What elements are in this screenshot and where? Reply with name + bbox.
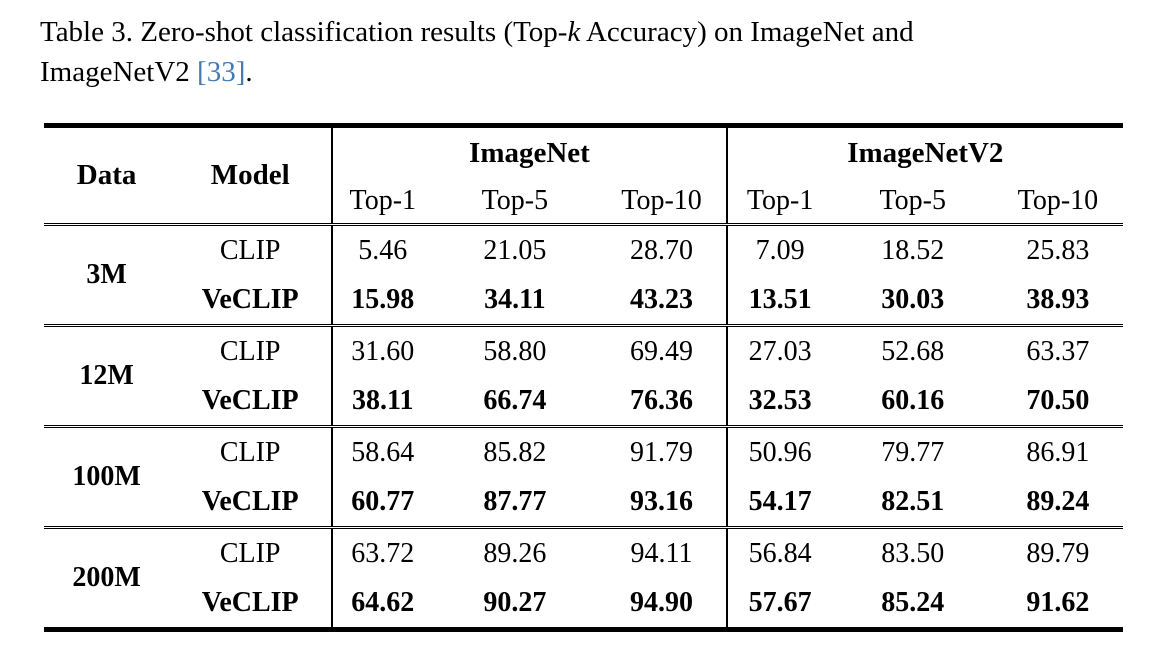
caption-text-3: ImageNetV2	[40, 56, 198, 88]
metric-value: 5.46	[358, 234, 408, 266]
metric-value: 27.03	[748, 335, 812, 367]
topk-column-header: Top-10	[992, 178, 1123, 226]
metric-value: 25.83	[1026, 234, 1090, 266]
metric-value: 89.26	[483, 537, 547, 569]
metric-value: 34.11	[484, 283, 546, 315]
metric-value: 15.98	[351, 283, 415, 315]
caption-text-2: Accuracy) on ImageNet and	[580, 16, 914, 48]
metric-value: 91.79	[597, 426, 728, 477]
metric-value: 58.64	[351, 436, 415, 468]
model-name: VeCLIP	[169, 275, 334, 326]
dataset-group-header-imagenetv2: ImageNetV2	[847, 136, 1004, 169]
row-group-200m: 200M CLIP 63.72 89.26 94.11 56.84 83.50 …	[44, 527, 1123, 630]
metric-value: 83.50	[881, 537, 945, 569]
caption-math-k: k	[567, 16, 581, 48]
metric-value: 54.17	[748, 485, 812, 517]
metric-value: 91.62	[1026, 586, 1090, 618]
topk-column-header: Top-1	[726, 178, 833, 226]
table-header: Data Model ImageNet ImageNetV2 Top-1 Top…	[44, 125, 1123, 226]
topk-column-header: Top-1	[332, 178, 433, 226]
metric-value: 85.24	[881, 586, 945, 618]
metric-value: 38.93	[1026, 283, 1090, 315]
metric-value: 43.23	[597, 275, 728, 326]
data-size-label: 200M	[72, 562, 141, 593]
metric-value: 64.62	[351, 586, 415, 618]
row-group-100m: 100M CLIP 58.64 85.82 91.79 50.96 79.77 …	[44, 426, 1123, 528]
metric-value: 70.50	[1026, 384, 1090, 416]
column-header-model: Model	[169, 125, 334, 226]
metric-value: 69.49	[597, 325, 728, 376]
model-name: CLIP	[169, 527, 334, 578]
metric-value: 31.60	[351, 335, 415, 367]
metric-value: 89.79	[1026, 537, 1090, 569]
topk-column-header: Top-10	[597, 178, 728, 226]
metric-value: 38.11	[352, 384, 414, 416]
model-name: CLIP	[169, 426, 334, 477]
results-table: Data Model ImageNet ImageNetV2 Top-1 Top…	[44, 123, 1123, 632]
metric-value: 85.82	[483, 436, 547, 468]
metric-value: 58.80	[483, 335, 547, 367]
table-row: VeCLIP 38.11 66.74 76.36 32.53 60.16 70.…	[44, 376, 1123, 427]
metric-value: 89.24	[1026, 485, 1090, 517]
table-row: VeCLIP 60.77 87.77 93.16 54.17 82.51 89.…	[44, 477, 1123, 528]
table-row: 12M CLIP 31.60 58.80 69.49 27.03 52.68 6…	[44, 325, 1123, 391]
data-size-label: 12M	[79, 360, 134, 391]
metric-value: 63.72	[351, 537, 415, 569]
metric-value: 94.11	[597, 527, 728, 578]
row-group-12m: 12M CLIP 31.60 58.80 69.49 27.03 52.68 6…	[44, 325, 1123, 427]
metric-value: 57.67	[748, 586, 812, 618]
metric-value: 76.36	[597, 376, 728, 427]
metric-value: 90.27	[483, 586, 547, 618]
metric-value: 30.03	[881, 283, 945, 315]
table-row: 200M CLIP 63.72 89.26 94.11 56.84 83.50 …	[44, 527, 1123, 593]
metric-value: 82.51	[881, 485, 945, 517]
caption-text-1: Table 3. Zero-shot classification result…	[40, 16, 568, 48]
model-name: CLIP	[169, 325, 334, 376]
model-name: VeCLIP	[169, 578, 334, 630]
caption-period: .	[245, 56, 253, 88]
topk-column-header: Top-5	[432, 178, 598, 226]
table-caption: Table 3. Zero-shot classification result…	[40, 12, 1134, 92]
metric-value: 79.77	[881, 436, 945, 468]
metric-value: 94.90	[597, 578, 728, 630]
data-size-label: 100M	[72, 461, 141, 492]
table-row: 3M CLIP 5.46 21.05 28.70 7.09 18.52 25.8…	[44, 224, 1123, 290]
metric-value: 52.68	[881, 335, 945, 367]
metric-value: 87.77	[483, 485, 547, 517]
column-header-data: Data	[44, 125, 170, 226]
table-row: VeCLIP 64.62 90.27 94.90 57.67 85.24 91.…	[44, 578, 1123, 630]
model-name: VeCLIP	[169, 376, 334, 427]
metric-value: 93.16	[597, 477, 728, 528]
metric-value: 56.84	[748, 537, 812, 569]
dataset-group-header-imagenet: ImageNet	[332, 125, 728, 178]
metric-value: 18.52	[881, 234, 945, 266]
metric-value: 86.91	[1026, 436, 1090, 468]
table-header-row-topk: Top-1 Top-5 Top-10 Top-1 Top-5 Top-10	[44, 178, 1123, 226]
table-header-row-groups: Data Model ImageNet ImageNetV2	[44, 125, 1123, 226]
metric-value: 21.05	[483, 234, 547, 266]
model-name: CLIP	[169, 224, 334, 275]
metric-value: 7.09	[755, 234, 805, 266]
metric-value: 63.37	[1026, 335, 1090, 367]
metric-value: 32.53	[748, 384, 812, 416]
row-group-3m: 3M CLIP 5.46 21.05 28.70 7.09 18.52 25.8…	[44, 224, 1123, 326]
data-size-label: 3M	[86, 259, 127, 290]
model-name: VeCLIP	[169, 477, 334, 528]
metric-value: 66.74	[483, 384, 547, 416]
citation-link[interactable]: [33]	[197, 56, 246, 88]
metric-value: 28.70	[597, 224, 728, 275]
metric-value: 50.96	[748, 436, 812, 468]
table-row: VeCLIP 15.98 34.11 43.23 13.51 30.03 38.…	[44, 275, 1123, 326]
metric-value: 60.16	[881, 384, 945, 416]
table-row: 100M CLIP 58.64 85.82 91.79 50.96 79.77 …	[44, 426, 1123, 492]
topk-column-header: Top-5	[832, 178, 993, 226]
metric-value: 13.51	[748, 283, 812, 315]
metric-value: 60.77	[351, 485, 415, 517]
